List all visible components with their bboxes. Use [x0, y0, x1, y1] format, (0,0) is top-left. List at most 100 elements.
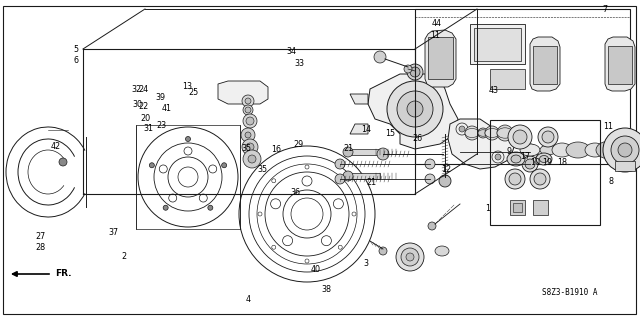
- Circle shape: [525, 147, 535, 157]
- Text: 43: 43: [489, 86, 499, 95]
- Circle shape: [396, 243, 424, 271]
- Text: 32: 32: [132, 85, 142, 94]
- Circle shape: [245, 132, 251, 138]
- Text: 39: 39: [155, 93, 165, 102]
- Circle shape: [522, 156, 538, 172]
- Bar: [474, 28, 521, 61]
- Text: 4: 4: [246, 295, 251, 304]
- Circle shape: [248, 155, 256, 163]
- Circle shape: [603, 128, 640, 172]
- Bar: [510, 200, 525, 215]
- Polygon shape: [425, 30, 456, 87]
- Circle shape: [538, 127, 558, 147]
- Circle shape: [243, 114, 257, 128]
- Ellipse shape: [435, 246, 449, 256]
- Circle shape: [406, 253, 414, 261]
- Text: 24: 24: [138, 85, 148, 94]
- Circle shape: [343, 147, 353, 157]
- Circle shape: [245, 107, 251, 113]
- Circle shape: [397, 91, 433, 127]
- Circle shape: [59, 158, 67, 166]
- Text: S8Z3-B1910 A: S8Z3-B1910 A: [543, 288, 598, 297]
- Circle shape: [410, 67, 420, 77]
- Text: 23: 23: [157, 121, 167, 130]
- Circle shape: [186, 137, 191, 142]
- Text: 13: 13: [182, 82, 193, 91]
- Bar: [533, 200, 548, 215]
- Circle shape: [401, 248, 419, 266]
- Text: 37: 37: [109, 228, 119, 237]
- Text: 44: 44: [431, 19, 442, 28]
- Text: 11: 11: [430, 31, 440, 40]
- Ellipse shape: [540, 145, 556, 155]
- Circle shape: [387, 81, 443, 137]
- Text: 5: 5: [73, 45, 78, 54]
- Text: 27: 27: [35, 232, 45, 241]
- Text: 42: 42: [51, 142, 61, 151]
- Text: 15: 15: [385, 130, 396, 138]
- Text: 2: 2: [121, 252, 126, 261]
- Text: 28: 28: [35, 243, 45, 252]
- Text: 25: 25: [188, 88, 198, 97]
- Circle shape: [242, 95, 254, 107]
- Text: 29: 29: [294, 140, 304, 149]
- Circle shape: [425, 174, 435, 184]
- Ellipse shape: [465, 129, 479, 137]
- Text: 17: 17: [520, 152, 530, 161]
- Bar: [136, 125, 240, 229]
- Ellipse shape: [536, 153, 552, 165]
- Text: 20: 20: [140, 114, 150, 122]
- Text: 8: 8: [609, 177, 614, 186]
- Text: 6: 6: [73, 56, 78, 65]
- Bar: [415, 9, 630, 164]
- Text: 21: 21: [366, 178, 376, 187]
- Circle shape: [335, 174, 345, 184]
- Ellipse shape: [478, 130, 488, 136]
- Circle shape: [377, 148, 389, 160]
- Circle shape: [242, 139, 258, 155]
- Circle shape: [208, 205, 213, 210]
- Text: 35: 35: [257, 165, 268, 174]
- Circle shape: [485, 126, 499, 140]
- Ellipse shape: [585, 143, 605, 157]
- Ellipse shape: [510, 129, 522, 137]
- Bar: [490, 69, 525, 89]
- Circle shape: [530, 169, 550, 189]
- Text: 10: 10: [530, 158, 540, 167]
- Bar: [490, 120, 600, 225]
- Circle shape: [534, 173, 546, 185]
- Text: 16: 16: [271, 145, 282, 154]
- Text: 40: 40: [310, 265, 321, 274]
- Circle shape: [221, 163, 227, 168]
- Circle shape: [374, 51, 386, 63]
- Circle shape: [379, 247, 387, 255]
- Ellipse shape: [520, 144, 540, 156]
- Ellipse shape: [485, 129, 499, 137]
- Circle shape: [243, 105, 253, 115]
- Text: 38: 38: [321, 285, 332, 294]
- Ellipse shape: [540, 155, 548, 162]
- Circle shape: [241, 128, 255, 142]
- Bar: [348, 173, 380, 179]
- Bar: [615, 161, 635, 171]
- Circle shape: [407, 101, 423, 117]
- Circle shape: [513, 130, 527, 144]
- Polygon shape: [350, 94, 368, 104]
- Polygon shape: [368, 74, 458, 149]
- Circle shape: [335, 159, 345, 169]
- Bar: [348, 149, 380, 155]
- Circle shape: [243, 150, 261, 168]
- Circle shape: [246, 117, 254, 125]
- Circle shape: [407, 64, 423, 80]
- Circle shape: [465, 126, 479, 140]
- Text: 3: 3: [364, 259, 369, 268]
- Circle shape: [459, 126, 465, 132]
- Text: 33: 33: [294, 59, 305, 68]
- Circle shape: [163, 205, 168, 210]
- Bar: [513, 203, 522, 212]
- Ellipse shape: [596, 141, 624, 159]
- Bar: [533, 46, 557, 84]
- Circle shape: [522, 144, 538, 160]
- Circle shape: [404, 65, 412, 73]
- Circle shape: [525, 159, 535, 169]
